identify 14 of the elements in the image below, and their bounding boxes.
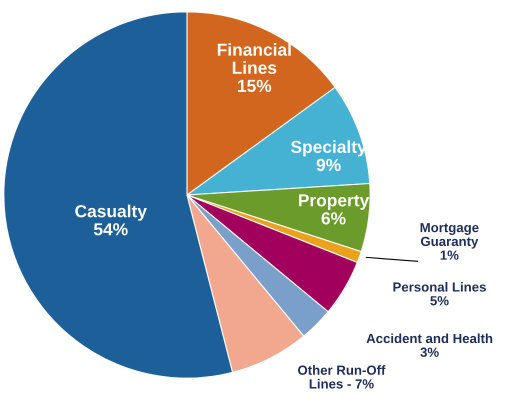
data-label: 9% (316, 158, 341, 172)
data-label: 3% (420, 348, 439, 357)
data-label: 5% (430, 296, 449, 306)
slice-label: Mortgage Guaranty (420, 223, 479, 249)
slice-label: Property (299, 194, 370, 210)
slice-label: Casualty (75, 204, 147, 221)
slice-label: Other Run-Off Lines - 7% (298, 365, 386, 389)
data-label: 54% (94, 223, 128, 236)
slice-label: Financial Lines (218, 43, 291, 74)
data-label: 15% (238, 80, 272, 92)
data-label: 1% (440, 250, 459, 260)
slice-label: Personal Lines (393, 282, 486, 292)
slice-label: Accident and Health (366, 333, 492, 344)
data-label: 6% (322, 212, 346, 225)
